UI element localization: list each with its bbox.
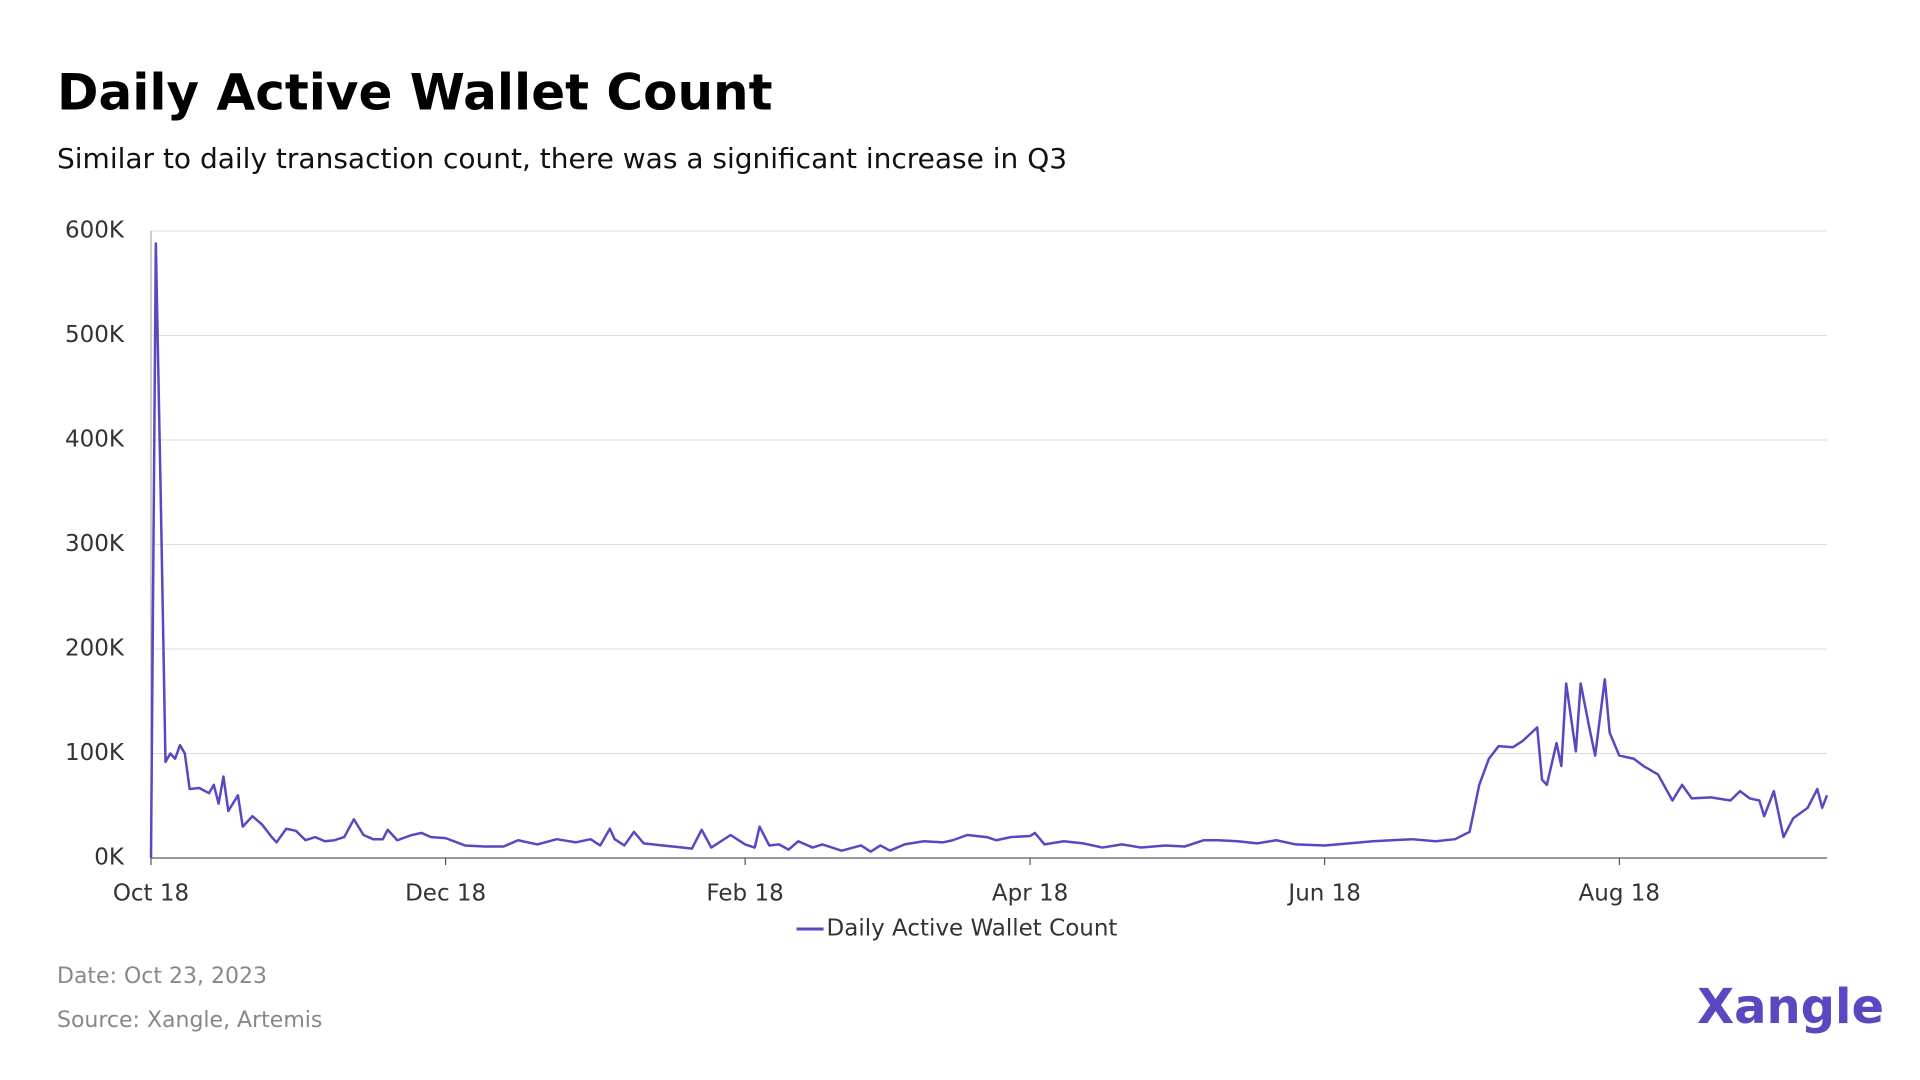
x-tick-label: Feb 18: [706, 881, 783, 907]
footer-source: Source: Xangle, Artemis: [57, 1008, 322, 1033]
x-tick-label: Oct 18: [113, 881, 189, 907]
chart-title: Daily Active Wallet Count: [57, 64, 773, 122]
x-tick-label: Jun 18: [1286, 881, 1361, 907]
brand-logo: Xangle: [1697, 979, 1884, 1035]
y-tick-label: 600K: [65, 218, 125, 244]
chart-subtitle: Similar to daily transaction count, ther…: [57, 142, 1067, 175]
x-tick-label: Dec 18: [405, 881, 486, 907]
y-tick-label: 0K: [94, 845, 125, 871]
x-tick-label: Apr 18: [992, 881, 1068, 907]
y-tick-label: 400K: [65, 427, 125, 453]
y-tick-label: 200K: [65, 636, 125, 662]
y-tick-label: 500K: [65, 322, 125, 348]
y-tick-label: 300K: [65, 531, 125, 557]
data-line: [149, 242, 1829, 859]
x-tick-label: Aug 18: [1579, 881, 1661, 907]
legend-label: Daily Active Wallet Count: [827, 916, 1118, 942]
y-tick-label: 100K: [65, 740, 125, 766]
footer-date: Date: Oct 23, 2023: [57, 964, 267, 989]
